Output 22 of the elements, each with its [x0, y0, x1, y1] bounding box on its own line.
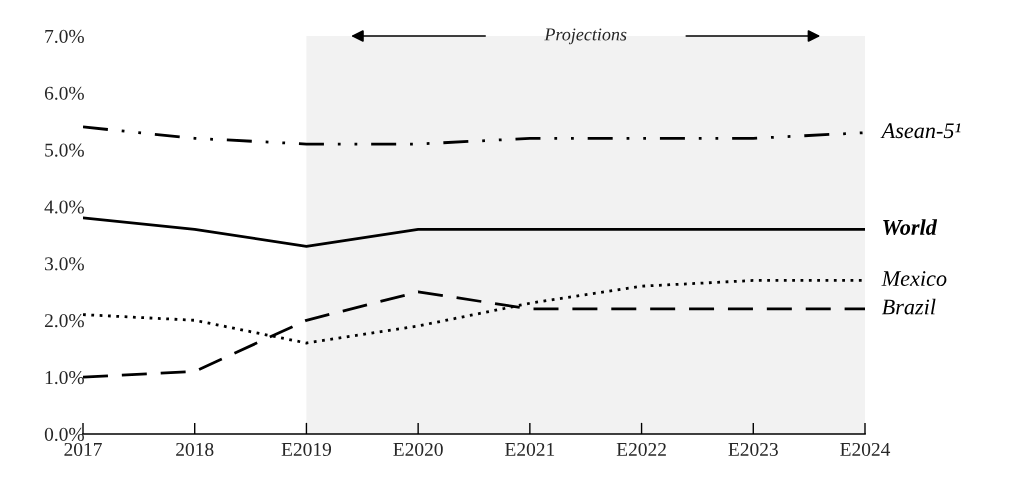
x-tick-label: E2022	[616, 442, 666, 457]
x-tick-label: E2024	[840, 442, 891, 457]
y-tick-label: 6.0%	[44, 86, 84, 100]
x-tick-label: E2019	[281, 442, 332, 457]
x-tick-label: E2021	[505, 442, 555, 457]
y-tick-label: 4.0%	[44, 200, 84, 214]
x-tick-label: 2018	[176, 442, 214, 457]
y-tick-label: 5.0%	[45, 143, 84, 157]
line-series	[83, 125, 865, 146]
series-label: World	[883, 219, 938, 235]
series-label: Mexico	[881, 271, 947, 287]
series-label: Brazil	[881, 298, 936, 315]
y-tick-label: 0.0%	[44, 427, 84, 442]
x-tick-label: E2020	[393, 442, 443, 457]
y-tick-label: 2.0%	[44, 314, 84, 328]
series-label: Asean-5¹	[880, 123, 961, 139]
band-label: Projections	[544, 28, 627, 45]
x-tick-label: 2017	[64, 442, 102, 457]
x-tick-label: E2023	[728, 442, 778, 457]
y-tick-label: 7.0%	[45, 29, 84, 44]
y-tick-label: 1.0%	[45, 370, 84, 385]
y-tick-label: 3.0%	[45, 257, 84, 271]
